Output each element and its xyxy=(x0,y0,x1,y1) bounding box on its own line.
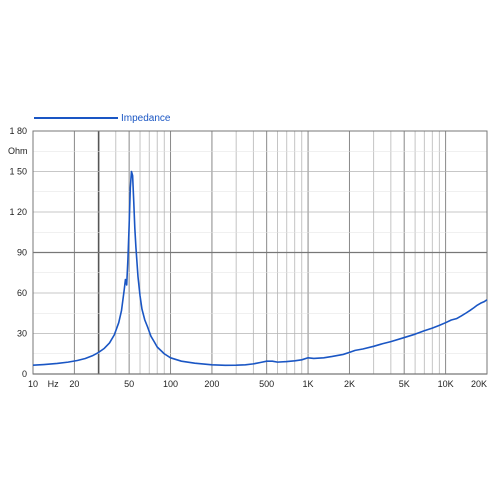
x-tick-label: 20K xyxy=(471,379,487,389)
legend-label-impedance: Impedance xyxy=(121,113,171,124)
y-tick-label: 1 50 xyxy=(9,167,27,177)
y-tick-label: 1 80 xyxy=(9,126,27,136)
x-tick-label: 500 xyxy=(259,379,274,389)
x-tick-label: 200 xyxy=(204,379,219,389)
series-layer xyxy=(32,170,488,367)
x-tick-label: 100 xyxy=(163,379,178,389)
x-tick-label: 1K xyxy=(303,379,314,389)
series-line-impedance xyxy=(32,170,488,367)
y-tick-label: 30 xyxy=(17,329,27,339)
y-axis-label: Ohm xyxy=(8,146,28,156)
x-tick-label: 20 xyxy=(69,379,79,389)
y-axis-tick-labels: 1 80 1 50 1 20 90 60 30 0 xyxy=(9,126,27,379)
x-tick-label: Hz xyxy=(48,379,59,389)
plot-frame xyxy=(32,130,488,375)
legend: Impedance xyxy=(34,113,171,124)
x-axis-tick-labels: 10 Hz 20 50 100 200 500 1K 2K 5K 10K 20K xyxy=(28,379,487,389)
y-tick-label: 1 20 xyxy=(9,207,27,217)
x-tick-label: 10 xyxy=(28,379,38,389)
x-tick-label: 50 xyxy=(124,379,134,389)
y-tick-label: 90 xyxy=(17,248,27,258)
x-tick-label: 2K xyxy=(344,379,355,389)
x-tick-label: 10K xyxy=(438,379,454,389)
y-tick-label: 0 xyxy=(22,369,27,379)
grid xyxy=(32,130,488,375)
x-tick-label: 5K xyxy=(399,379,410,389)
y-tick-label: 60 xyxy=(17,288,27,298)
